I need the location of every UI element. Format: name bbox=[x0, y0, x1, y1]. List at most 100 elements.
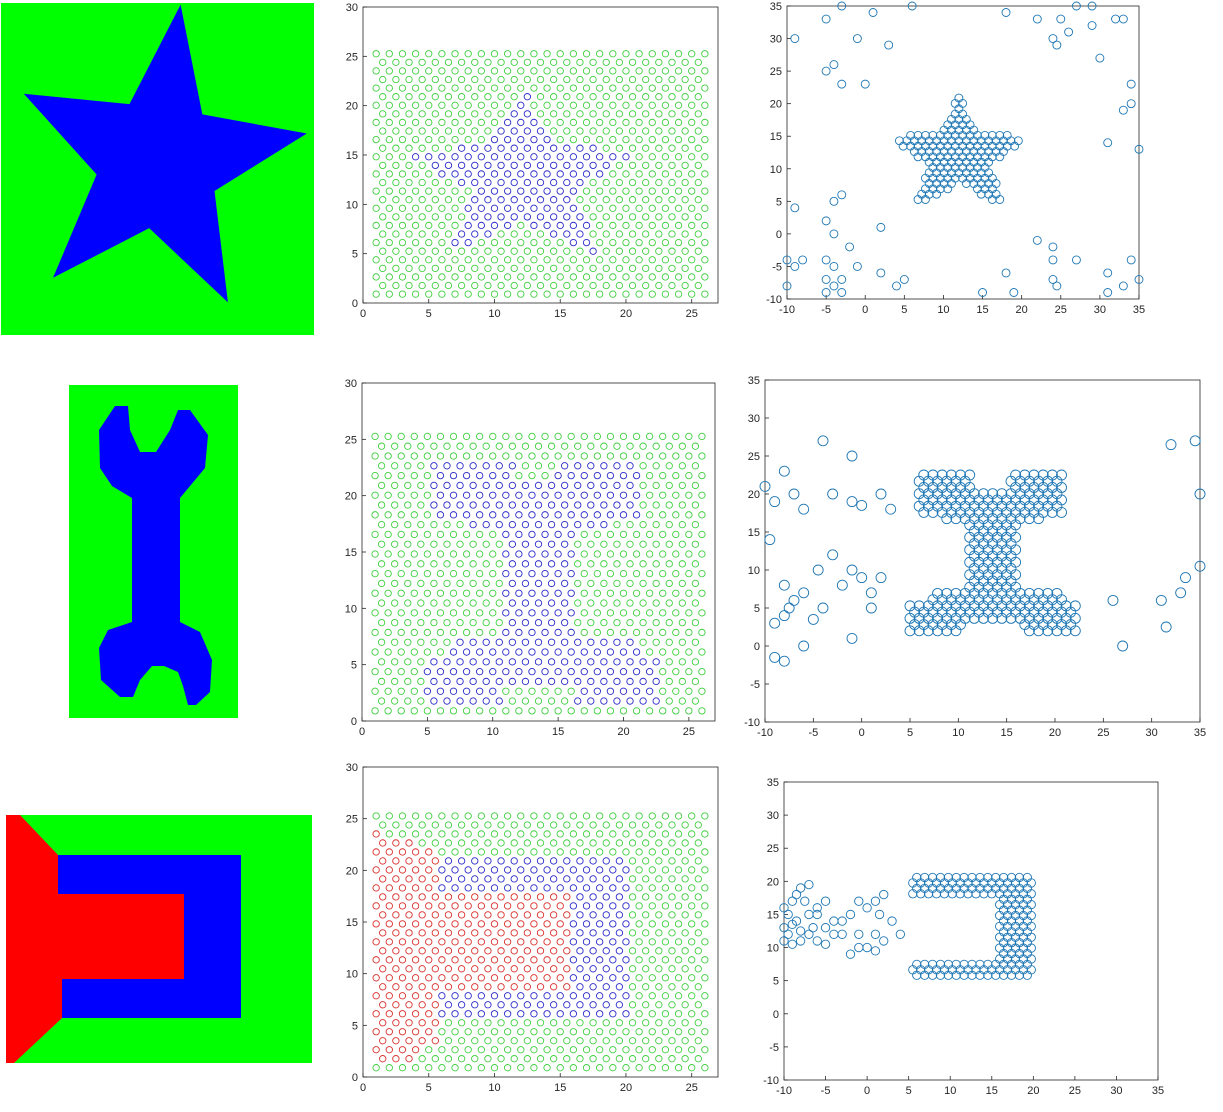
robot-marker bbox=[582, 221, 591, 230]
robot-marker bbox=[652, 442, 660, 450]
robot-marker bbox=[372, 920, 380, 928]
robot-marker bbox=[484, 947, 492, 955]
robot-marker bbox=[503, 974, 512, 982]
robot-marker bbox=[372, 830, 380, 838]
robot-marker bbox=[1028, 469, 1040, 481]
robot-marker bbox=[502, 452, 510, 460]
robot-marker bbox=[497, 58, 505, 67]
robot-marker bbox=[569, 118, 578, 127]
robot-marker bbox=[596, 50, 604, 58]
y-tick-label: -5 bbox=[769, 1042, 779, 1054]
robot-marker bbox=[372, 84, 380, 92]
robot-marker bbox=[600, 540, 608, 548]
robot-marker bbox=[405, 93, 413, 101]
robot-marker bbox=[694, 911, 702, 919]
x-tick-label: 10 bbox=[488, 308, 500, 320]
robot-marker bbox=[661, 884, 670, 892]
robot-marker bbox=[484, 893, 492, 901]
robot-marker bbox=[543, 848, 551, 856]
robot-marker bbox=[941, 587, 953, 599]
robot-marker bbox=[372, 290, 380, 298]
scattered-robot bbox=[808, 923, 818, 933]
robot-marker bbox=[423, 668, 432, 676]
robot-marker bbox=[549, 875, 558, 883]
robot-marker bbox=[549, 230, 558, 238]
robot-marker bbox=[515, 530, 523, 539]
robot-marker bbox=[503, 848, 512, 856]
robot-marker bbox=[517, 902, 525, 910]
robot-marker bbox=[523, 929, 532, 937]
robot-marker bbox=[547, 579, 556, 588]
robot-marker bbox=[372, 884, 380, 892]
robot-marker bbox=[589, 110, 597, 118]
robot-marker bbox=[576, 93, 584, 101]
robot-marker bbox=[372, 866, 380, 874]
robot-marker bbox=[476, 628, 484, 637]
robot-marker bbox=[615, 911, 624, 919]
robot-marker bbox=[489, 609, 497, 617]
robot-marker bbox=[411, 170, 420, 178]
robot-marker bbox=[377, 599, 386, 607]
scattered-robot bbox=[829, 281, 839, 291]
robot-marker bbox=[536, 161, 545, 170]
robot-marker bbox=[464, 204, 472, 212]
robot-marker bbox=[543, 956, 551, 964]
robot-marker bbox=[622, 812, 630, 820]
robot-marker bbox=[549, 196, 558, 204]
robot-marker bbox=[464, 938, 472, 946]
robot-marker bbox=[582, 956, 591, 964]
robot-marker bbox=[484, 1055, 492, 1063]
robot-marker bbox=[404, 618, 412, 627]
robot-marker bbox=[536, 1001, 545, 1009]
robot-marker bbox=[632, 687, 641, 695]
robot-marker bbox=[517, 974, 525, 982]
robot-marker bbox=[560, 618, 569, 627]
robot-marker bbox=[639, 442, 647, 450]
robot-marker bbox=[464, 866, 472, 874]
robot-marker bbox=[574, 462, 582, 470]
robot-marker bbox=[668, 839, 676, 847]
robot-marker bbox=[978, 488, 989, 500]
robot-marker bbox=[398, 902, 407, 910]
robot-marker bbox=[665, 697, 673, 705]
scattered-robot bbox=[1056, 14, 1066, 24]
robot-marker bbox=[444, 1001, 453, 1009]
robot-marker bbox=[576, 821, 584, 829]
robot-marker bbox=[510, 110, 518, 118]
robot-marker bbox=[615, 247, 624, 255]
robot-marker bbox=[377, 618, 386, 627]
robot-marker bbox=[569, 902, 578, 910]
robot-marker bbox=[464, 848, 472, 856]
robot-marker bbox=[405, 839, 413, 847]
robot-marker bbox=[385, 974, 393, 982]
robot-marker bbox=[411, 866, 420, 874]
robot-marker bbox=[582, 830, 591, 838]
robot-marker bbox=[569, 866, 578, 874]
robot-marker bbox=[668, 178, 676, 187]
robot-marker bbox=[659, 628, 667, 637]
robot-marker bbox=[628, 161, 637, 170]
robot-marker bbox=[425, 118, 433, 127]
robot-marker bbox=[681, 1001, 689, 1009]
robot-marker bbox=[425, 1028, 433, 1036]
robot-marker bbox=[547, 697, 556, 705]
robot-marker bbox=[379, 127, 387, 135]
robot-marker bbox=[587, 501, 595, 509]
robot-marker bbox=[377, 501, 386, 509]
robot-marker bbox=[405, 893, 413, 901]
robot-marker bbox=[523, 161, 532, 170]
robot-marker bbox=[471, 1055, 479, 1063]
robot-marker bbox=[543, 135, 551, 144]
robot-marker bbox=[580, 471, 588, 480]
robot-marker bbox=[371, 530, 379, 539]
robot-marker bbox=[457, 983, 466, 991]
robot-marker bbox=[431, 213, 439, 221]
robot-marker bbox=[490, 830, 499, 838]
robot-marker bbox=[391, 618, 399, 627]
robot-marker bbox=[515, 432, 523, 441]
robot-marker bbox=[701, 67, 709, 75]
robot-marker bbox=[549, 110, 558, 118]
robot-marker bbox=[404, 481, 412, 490]
robot-marker bbox=[379, 1055, 387, 1063]
